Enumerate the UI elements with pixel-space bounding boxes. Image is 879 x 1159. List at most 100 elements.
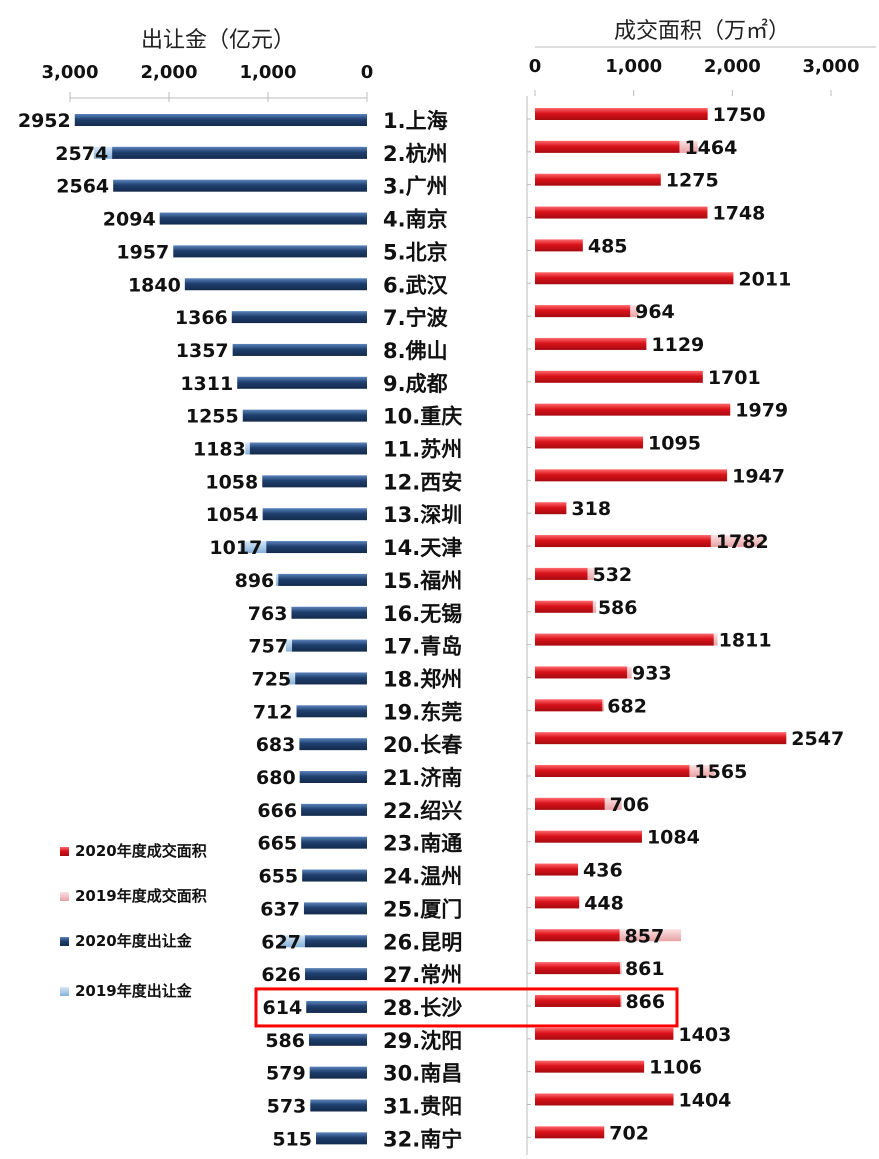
bar-2020-land-fee — [303, 902, 367, 915]
area-value-label: 1565 — [694, 761, 747, 783]
area-value-label: 702 — [609, 1122, 649, 1144]
city-label: 32.南宁 — [383, 1127, 462, 1151]
bar-2020-land-fee — [266, 541, 367, 554]
land-fee-value-label: 725 — [252, 668, 292, 690]
legend-swatch — [60, 937, 69, 946]
area-value-label: 866 — [625, 991, 665, 1013]
area-value-label: 485 — [588, 235, 628, 257]
city-label: 11.苏州 — [383, 438, 462, 462]
land-fee-value-label: 626 — [261, 964, 301, 986]
land-fee-value-label: 586 — [265, 1030, 305, 1052]
legend-label: 2020年度成交面积 — [75, 842, 207, 860]
land-fee-value-label: 1054 — [206, 504, 259, 526]
area-value-label: 857 — [625, 925, 665, 947]
land-fee-value-label: 1058 — [205, 471, 258, 493]
bar-2020-land-fee — [184, 278, 367, 291]
area-value-label: 532 — [592, 564, 632, 586]
city-labels: 1.上海 2.杭州 3.广州 4.南京 5.北京 6.武汉 7.宁波 8.佛山 9.成都 10.重… — [383, 109, 463, 1151]
bar-2020-area — [535, 108, 708, 120]
bar-2020-land-fee — [292, 639, 367, 652]
left-tick-label: 3,000 — [42, 62, 99, 83]
bar-2020-area — [535, 732, 787, 745]
bar-2020-area — [535, 337, 647, 350]
city-label: 27.常州 — [383, 963, 462, 987]
bar-2020-land-fee — [74, 114, 367, 126]
bar-2020-area — [535, 436, 644, 449]
bar-2020-land-fee — [316, 1132, 367, 1145]
bar-2020-land-fee — [301, 836, 367, 849]
left-tick-label: 1,000 — [240, 62, 297, 83]
bar-2020-area — [535, 239, 583, 252]
bar-2020-area — [535, 370, 703, 383]
area-value-label: 1701 — [708, 367, 761, 389]
area-value-label: 1979 — [735, 400, 788, 422]
bar-2020-land-fee — [305, 968, 367, 981]
land-fee-value-label: 573 — [267, 1096, 307, 1118]
bar-2020-area — [535, 272, 734, 285]
bar-2020-area — [535, 765, 690, 777]
bar-2020-land-fee — [304, 935, 367, 948]
bar-2020-area — [535, 403, 731, 416]
legend-swatch — [60, 847, 69, 856]
legend-swatch — [60, 892, 69, 901]
city-label: 7.宁波 — [383, 306, 449, 330]
land-fee-value-label: 2574 — [55, 143, 108, 165]
highlight-box — [254, 987, 679, 1028]
bar-2020-land-fee — [301, 803, 367, 816]
area-value-label: 1782 — [716, 531, 769, 553]
bar-2020-land-fee — [262, 475, 367, 488]
bar-2020-land-fee — [231, 311, 367, 324]
legend: 2020年度成交面积 2019年度成交面积 2020年度出让金 2019年度出让金 — [60, 842, 207, 1000]
right-bars — [527, 108, 787, 1139]
left-tick-label: 0 — [361, 62, 374, 83]
right-tick-label: 1,000 — [605, 56, 662, 77]
land-fee-value-label: 712 — [253, 701, 293, 723]
bar-2020-area — [535, 863, 579, 876]
city-label: 5.北京 — [383, 240, 448, 264]
area-value-label: 964 — [635, 301, 675, 323]
city-label: 12.西安 — [383, 470, 462, 494]
bar-2020-area — [535, 962, 620, 975]
bar-2020-land-fee — [295, 672, 367, 685]
bar-2020-land-fee — [112, 146, 367, 159]
bar-2020-area — [535, 140, 680, 153]
city-label: 17.青岛 — [383, 635, 462, 659]
bar-2020-land-fee — [306, 1000, 367, 1013]
land-fee-value-label: 665 — [257, 833, 297, 855]
city-label: 15.福州 — [383, 569, 462, 593]
bar-2020-land-fee — [308, 1033, 367, 1046]
area-value-label: 1811 — [719, 630, 772, 652]
bar-2020-area — [535, 1060, 645, 1073]
legend-label: 2019年度成交面积 — [75, 887, 207, 905]
bar-2020-area — [535, 600, 593, 613]
bar-2020-area — [535, 633, 714, 646]
land-fee-value-label: 1366 — [175, 307, 228, 329]
bar-2020-land-fee — [302, 869, 367, 882]
land-fee-value-label: 666 — [257, 800, 297, 822]
area-value-label: 2011 — [738, 268, 791, 290]
bar-2020-area — [535, 896, 580, 909]
bar-2020-area — [535, 469, 728, 482]
area-value-label: 1275 — [666, 170, 719, 192]
bar-2020-land-fee — [299, 771, 367, 783]
land-fee-value-label: 614 — [263, 997, 303, 1019]
area-value-label: 861 — [625, 958, 665, 980]
bar-2020-land-fee — [299, 738, 367, 751]
bar-2020-area — [535, 797, 605, 810]
area-value-label: 1403 — [678, 1024, 731, 1046]
area-value-label: 2547 — [791, 728, 844, 750]
bar-2020-land-fee — [278, 573, 367, 586]
bar-2020-land-fee — [113, 179, 367, 192]
legend-label: 2020年度出让金 — [75, 932, 193, 950]
city-label: 1.上海 — [383, 109, 448, 133]
area-value-label: 586 — [598, 597, 638, 619]
area-value-label: 933 — [632, 662, 672, 684]
city-label: 10.重庆 — [383, 405, 462, 429]
bar-2020-land-fee — [310, 1099, 367, 1112]
bar-2020-land-fee — [249, 442, 367, 455]
bar-2020-area — [535, 206, 708, 219]
city-label: 31.贵阳 — [383, 1095, 462, 1119]
right-axis-ticks: 0 1,000 2,000 3,000 — [529, 56, 859, 96]
bar-2020-area — [535, 567, 588, 580]
city-label: 16.无锡 — [383, 602, 462, 626]
